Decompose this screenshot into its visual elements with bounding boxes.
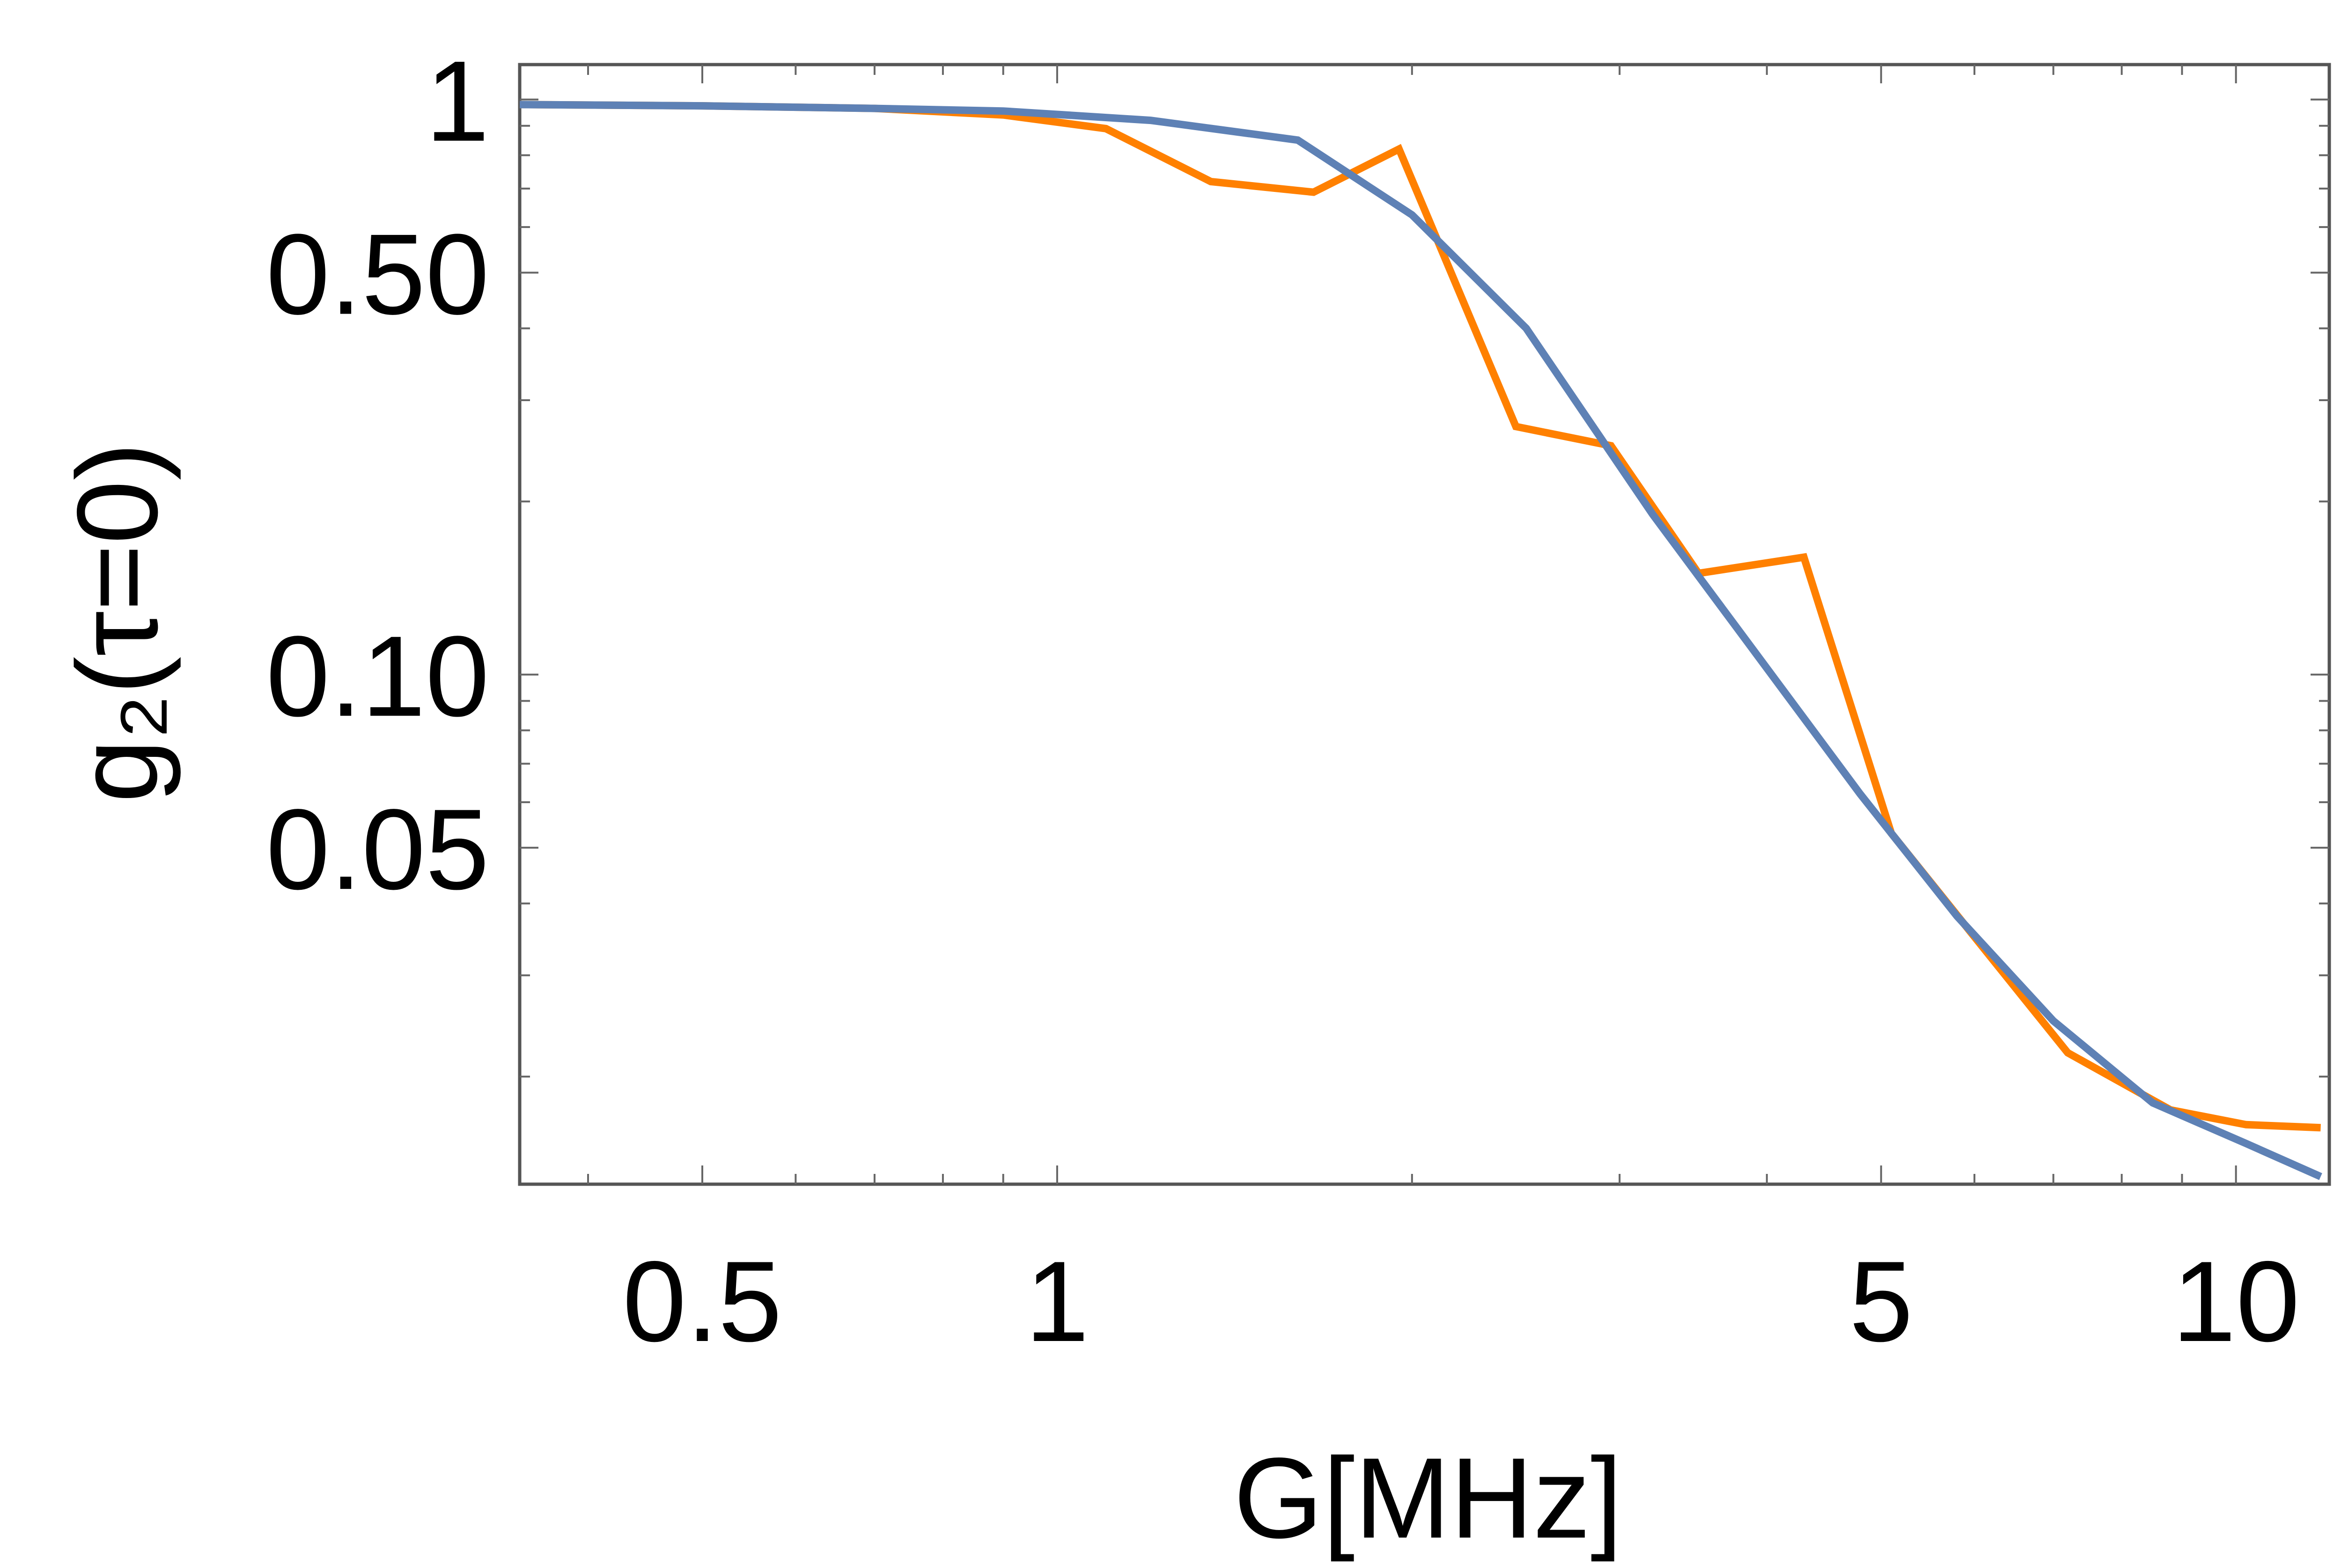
plot-frame [518, 63, 2331, 1186]
x-tick-label: 10 [2172, 1237, 2300, 1365]
y-tick-label: 0.10 [266, 612, 489, 740]
series-line-1 [519, 101, 2321, 1132]
x-tick-label: 5 [1849, 1237, 1913, 1365]
y-tick-label: 0.50 [266, 210, 489, 338]
x-tick-label: 1 [1025, 1237, 1089, 1365]
y-axis-title: g₂(τ=0) [53, 442, 181, 803]
series-layer [519, 101, 2322, 1180]
x-axis-title: G[MHz] [1234, 1434, 1622, 1562]
axis-ticks [520, 65, 2329, 1184]
x-tick-label: 0.5 [623, 1237, 782, 1365]
series-line-2 [519, 101, 2322, 1180]
y-tick-label: 0.05 [266, 785, 489, 913]
tick-labels: 0.5 1 5 10 1 0.50 0.10 0.05 [266, 37, 2300, 1365]
y-tick-label: 1 [426, 37, 489, 165]
